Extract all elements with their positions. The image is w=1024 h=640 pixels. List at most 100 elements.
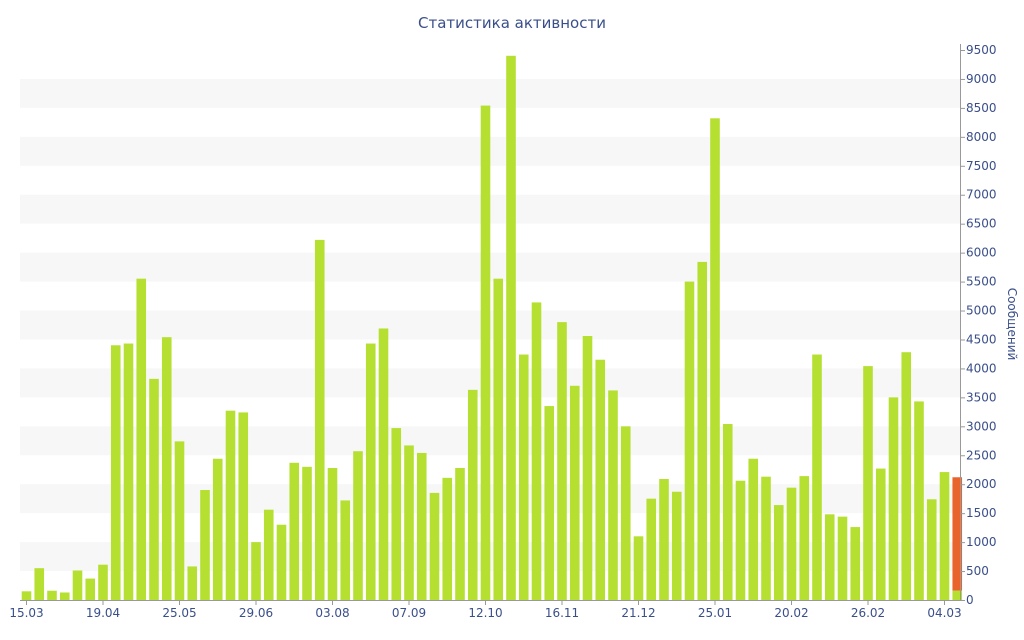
x-tick-label: 26.02 <box>851 606 885 620</box>
bar[interactable] <box>225 410 236 600</box>
bar[interactable] <box>378 328 389 600</box>
bar[interactable] <box>263 509 274 600</box>
bar[interactable] <box>926 499 937 600</box>
y-tick-label: 0 <box>966 593 974 607</box>
bar[interactable] <box>416 452 427 600</box>
bar[interactable] <box>735 480 746 600</box>
bar[interactable] <box>531 302 542 600</box>
x-tick-label: 04.03 <box>927 606 961 620</box>
bar[interactable] <box>557 322 567 600</box>
bar[interactable] <box>582 336 593 600</box>
bar[interactable] <box>200 490 210 600</box>
bar[interactable] <box>353 451 363 600</box>
bar[interactable] <box>850 527 861 600</box>
y-axis-label: Сообщений <box>1005 288 1019 361</box>
y-tick-label: 3000 <box>966 419 997 433</box>
bar[interactable] <box>939 472 950 600</box>
y-tick-label: 2500 <box>966 448 997 462</box>
bar[interactable] <box>123 343 134 600</box>
bar[interactable] <box>404 445 414 600</box>
y-tick-label: 5500 <box>966 275 997 289</box>
bar[interactable] <box>684 281 695 600</box>
bar[interactable] <box>391 428 402 600</box>
bar[interactable] <box>748 458 759 600</box>
bar[interactable] <box>72 570 83 600</box>
bar[interactable] <box>289 462 300 600</box>
bar[interactable] <box>888 397 899 600</box>
bar[interactable] <box>327 468 338 600</box>
bar[interactable] <box>722 424 733 600</box>
bar[interactable] <box>47 590 57 600</box>
bar[interactable] <box>824 514 835 600</box>
bar[interactable] <box>875 468 886 600</box>
y-tick-label: 9000 <box>966 72 997 86</box>
bar[interactable] <box>314 239 325 601</box>
bar[interactable] <box>863 366 873 600</box>
x-tick-label: 20.02 <box>774 606 808 620</box>
bar[interactable] <box>952 590 963 600</box>
bar[interactable] <box>799 476 810 600</box>
bar[interactable] <box>59 592 70 600</box>
bar[interactable] <box>187 566 198 600</box>
bar[interactable] <box>429 492 440 600</box>
bar[interactable] <box>85 578 96 600</box>
grid-band <box>20 78 960 108</box>
bar[interactable] <box>914 401 924 600</box>
bar[interactable] <box>697 261 708 600</box>
bar[interactable] <box>812 354 822 600</box>
bar-highlight[interactable] <box>952 477 963 591</box>
x-tick-label: 15.03 <box>9 606 43 620</box>
bar[interactable] <box>837 516 848 600</box>
bar[interactable] <box>455 468 465 600</box>
bar[interactable] <box>671 491 682 600</box>
bar[interactable] <box>761 476 771 600</box>
x-tick-label: 19.04 <box>86 606 120 620</box>
bar[interactable] <box>21 591 32 600</box>
y-tick-label: 500 <box>966 564 989 578</box>
bar[interactable] <box>365 343 376 600</box>
bar[interactable] <box>518 354 529 600</box>
bar[interactable] <box>149 378 159 600</box>
bar[interactable] <box>608 390 618 600</box>
bar[interactable] <box>174 441 185 600</box>
bar[interactable] <box>786 487 797 600</box>
x-tick-label: 03.08 <box>315 606 349 620</box>
x-tick-label: 25.05 <box>162 606 196 620</box>
bar[interactable] <box>710 118 720 600</box>
bar[interactable] <box>901 352 912 600</box>
bar[interactable] <box>442 477 453 600</box>
bar[interactable] <box>646 498 657 600</box>
bar[interactable] <box>98 564 108 600</box>
bar[interactable] <box>506 55 516 600</box>
bar[interactable] <box>136 278 147 600</box>
bar[interactable] <box>340 500 351 600</box>
y-tick-label: 8500 <box>966 101 997 115</box>
bar[interactable] <box>480 105 491 600</box>
bar[interactable] <box>302 466 312 600</box>
bar[interactable] <box>212 458 223 600</box>
bar[interactable] <box>773 505 784 600</box>
y-tick-label: 6000 <box>966 246 997 260</box>
bar[interactable] <box>569 385 580 600</box>
bar[interactable] <box>493 278 504 600</box>
bar[interactable] <box>110 345 121 600</box>
bar[interactable] <box>238 412 249 600</box>
bar[interactable] <box>544 406 555 600</box>
bar[interactable] <box>34 568 45 600</box>
bar[interactable] <box>251 542 261 600</box>
x-tick-label: 29.06 <box>239 606 273 620</box>
bar[interactable] <box>633 536 644 600</box>
bar[interactable] <box>161 337 172 600</box>
y-tick-label: 7500 <box>966 159 997 173</box>
bar[interactable] <box>659 479 669 600</box>
bar[interactable] <box>276 524 287 600</box>
x-tick-labels: 15.03 19.04 25.05 29.06 03.08 07.09 12.10 16.11… <box>9 606 961 620</box>
bar[interactable] <box>467 389 478 600</box>
bar[interactable] <box>620 426 631 600</box>
y-tick-label: 1000 <box>966 535 997 549</box>
y-tick-label: 4500 <box>966 332 997 346</box>
bar[interactable] <box>595 359 606 600</box>
y-tick-label: 6500 <box>966 217 997 231</box>
x-tick-label: 21.12 <box>621 606 655 620</box>
